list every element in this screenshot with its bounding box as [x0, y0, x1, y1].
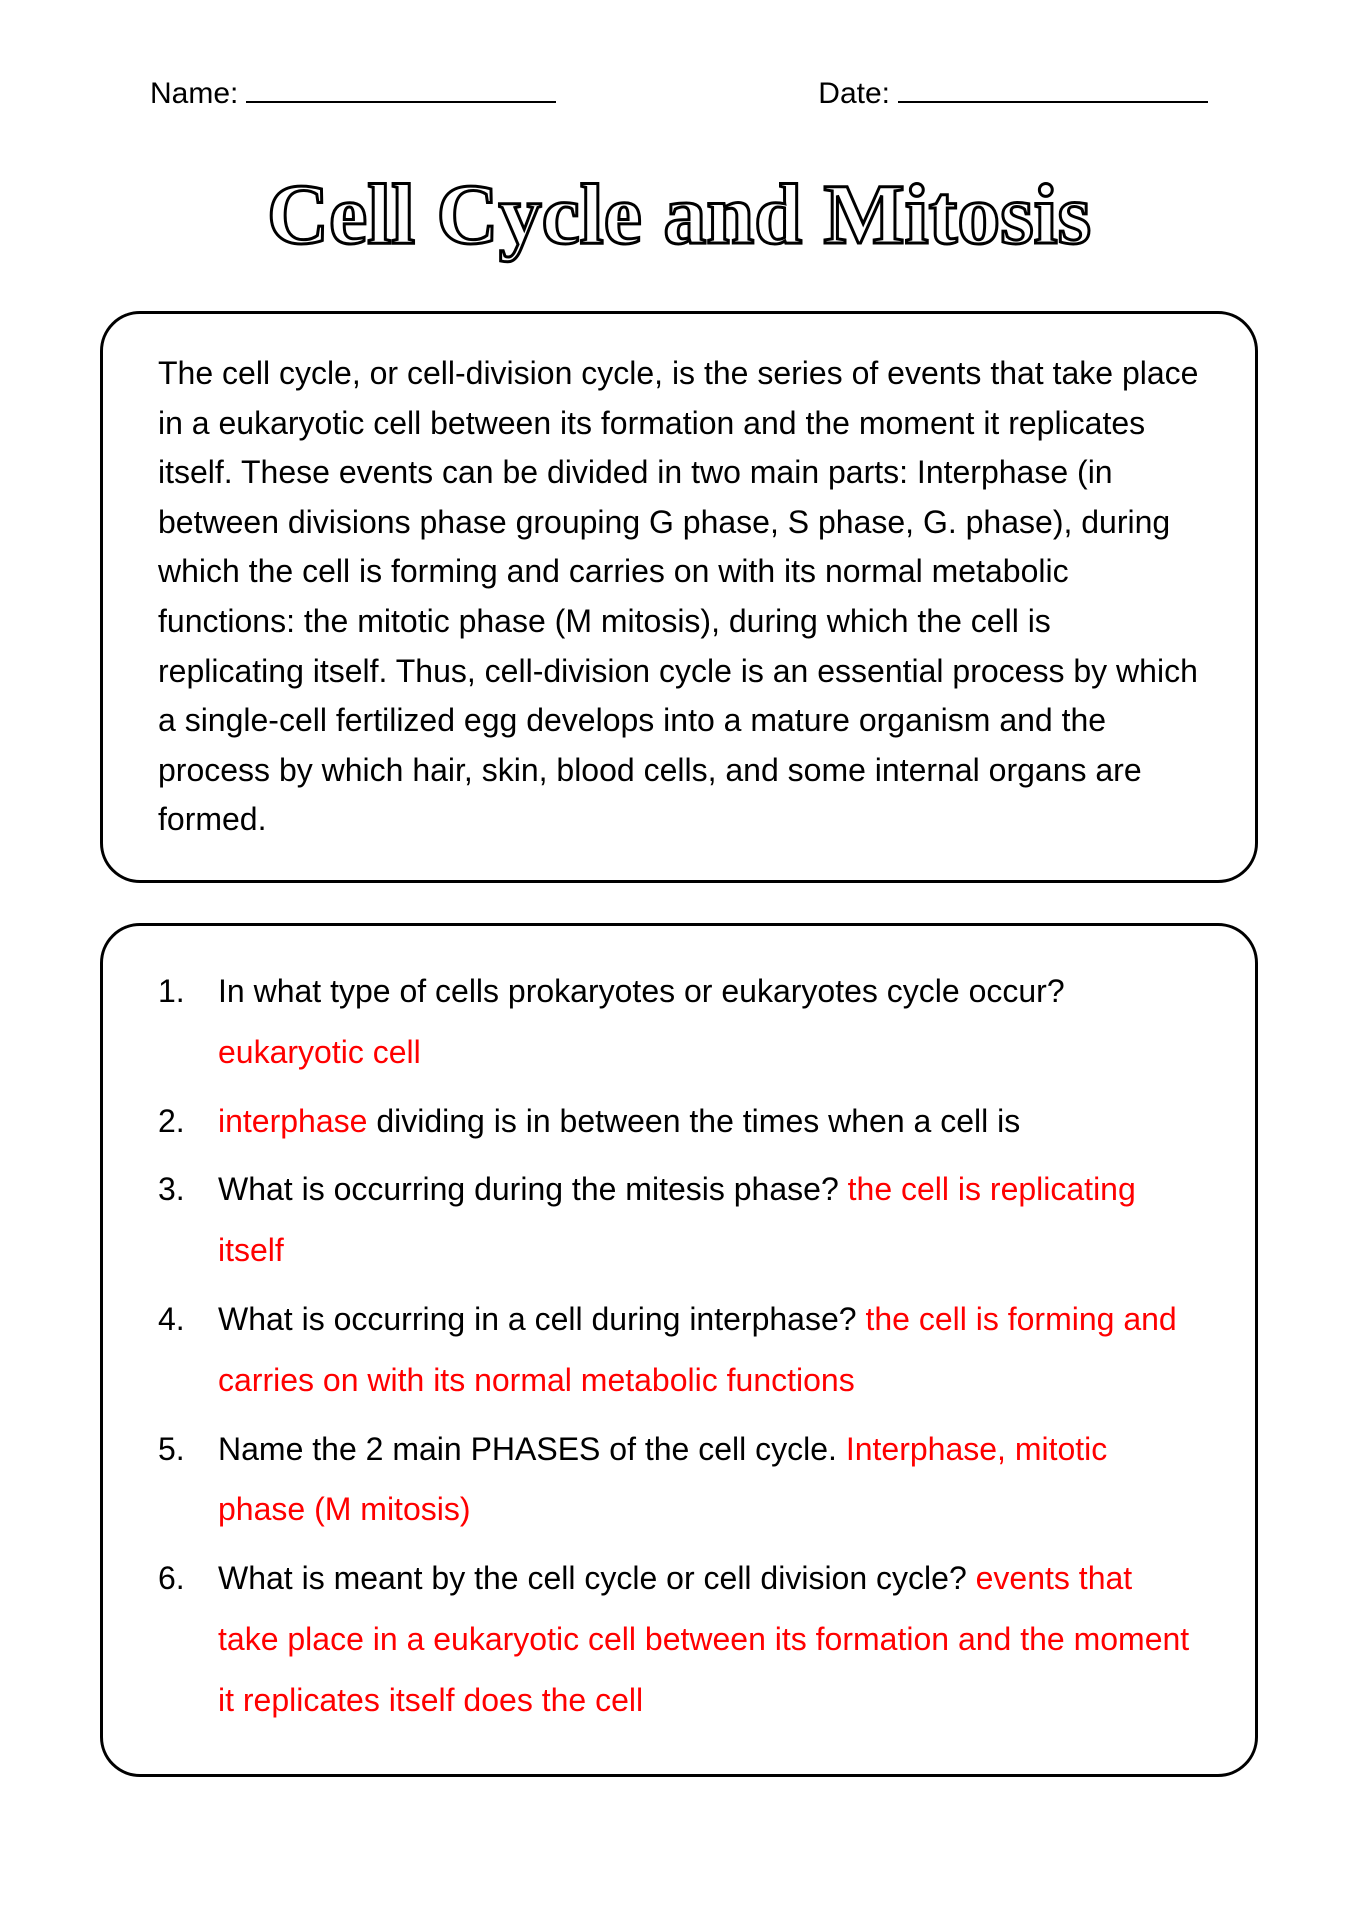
header-row: Name: Date:: [150, 70, 1208, 111]
title-text: Cell Cycle and Mitosis: [267, 166, 1091, 262]
name-label: Name:: [150, 77, 238, 111]
question-item: What is occurring during the mitesis pha…: [158, 1159, 1200, 1281]
answer-text: interphase: [218, 1103, 367, 1139]
question-text: In what type of cells prokaryotes or euk…: [218, 973, 1065, 1009]
question-item: Name the 2 main PHASES of the cell cycle…: [158, 1419, 1200, 1541]
question-item: interphase dividing is in between the ti…: [158, 1091, 1200, 1152]
question-item: What is occurring in a cell during inter…: [158, 1289, 1200, 1411]
name-blank-line[interactable]: [246, 70, 556, 103]
question-text: What is occurring during the mitesis pha…: [218, 1171, 839, 1207]
date-blank-line[interactable]: [898, 70, 1208, 103]
question-list: In what type of cells prokaryotes or euk…: [158, 961, 1200, 1731]
date-label: Date:: [818, 77, 890, 111]
questions-box: In what type of cells prokaryotes or euk…: [100, 923, 1258, 1777]
name-field: Name:: [150, 70, 556, 111]
question-item: What is meant by the cell cycle or cell …: [158, 1548, 1200, 1730]
intro-box: The cell cycle, or cell-division cycle, …: [100, 311, 1258, 883]
date-field: Date:: [818, 70, 1208, 111]
page-title: Cell Cycle and Mitosis: [100, 161, 1258, 271]
question-item: In what type of cells prokaryotes or euk…: [158, 961, 1200, 1083]
question-text: What is meant by the cell cycle or cell …: [218, 1560, 967, 1596]
question-text: What is occurring in a cell during inter…: [218, 1301, 857, 1337]
intro-text: The cell cycle, or cell-division cycle, …: [158, 349, 1200, 845]
question-text: Name the 2 main PHASES of the cell cycle…: [218, 1431, 837, 1467]
question-text: dividing is in between the times when a …: [367, 1103, 1020, 1139]
answer-text: eukaryotic cell: [218, 1034, 421, 1070]
